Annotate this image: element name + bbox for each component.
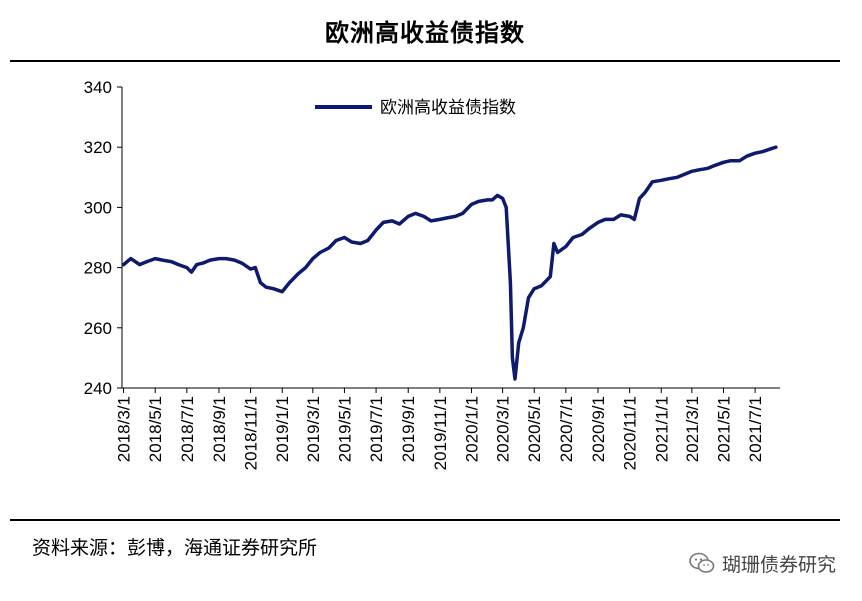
source-note: 资料来源：彭博，海通证券研究所: [32, 537, 318, 559]
x-tick-label: 2018/11/1: [242, 396, 261, 470]
chart-title: 欧洲高收益债指数: [325, 18, 525, 47]
y-tick-label: 340: [84, 78, 112, 97]
x-tick-label: 2021/7/1: [746, 396, 765, 462]
x-tick-label: 2018/7/1: [178, 396, 197, 462]
x-tick-label: 2019/1/1: [273, 396, 292, 462]
y-tick-label: 260: [84, 319, 112, 338]
wechat-icon: [689, 552, 715, 573]
x-tick-label: 2020/9/1: [589, 396, 608, 462]
x-tick-label: 2019/5/1: [335, 396, 354, 462]
x-tick-label: 2019/9/1: [399, 396, 418, 462]
y-tick-label: 300: [84, 198, 112, 217]
x-tick-label: 2018/9/1: [210, 396, 229, 462]
series-line: [121, 145, 778, 381]
x-tick-label: 2018/5/1: [146, 396, 165, 462]
watermark-text: 瑚珊债券研究: [721, 553, 836, 576]
x-tick-label: 2020/3/1: [494, 396, 513, 462]
y-axis-ticks: 240 260 280 300 320 340: [84, 78, 122, 398]
series-layer: [121, 145, 778, 381]
y-tick-label: 280: [84, 259, 112, 278]
legend-label: 欧洲高收益债指数: [380, 98, 516, 118]
x-tick-label: 2019/7/1: [367, 396, 386, 462]
y-tick-label: 240: [84, 379, 112, 398]
x-axis-ticks: 2018/3/1 2018/5/1 2018/7/1 2018/9/1 2018/11/…: [115, 388, 765, 470]
x-tick-label: 2020/7/1: [557, 396, 576, 462]
x-tick-label: 2021/5/1: [714, 396, 733, 462]
y-tick-label: 320: [84, 138, 112, 157]
legend: 欧洲高收益债指数: [315, 98, 516, 118]
x-tick-label: 2020/5/1: [525, 396, 544, 462]
chart-axes: [121, 87, 780, 389]
watermark: 瑚珊债券研究: [688, 549, 836, 577]
x-tick-label: 2021/1/1: [652, 396, 671, 462]
x-tick-label: 2019/3/1: [304, 396, 323, 462]
x-tick-label: 2019/11/1: [431, 396, 450, 470]
x-tick-label: 2021/3/1: [683, 396, 702, 462]
source-bar: 资料来源：彭博，海通证券研究所: [10, 519, 840, 559]
x-tick-label: 2020/1/1: [462, 396, 481, 462]
x-tick-label: 2018/3/1: [115, 396, 134, 462]
x-tick-label: 2020/11/1: [621, 396, 640, 470]
chart-title-bar: 欧洲高收益债指数: [10, 0, 840, 62]
